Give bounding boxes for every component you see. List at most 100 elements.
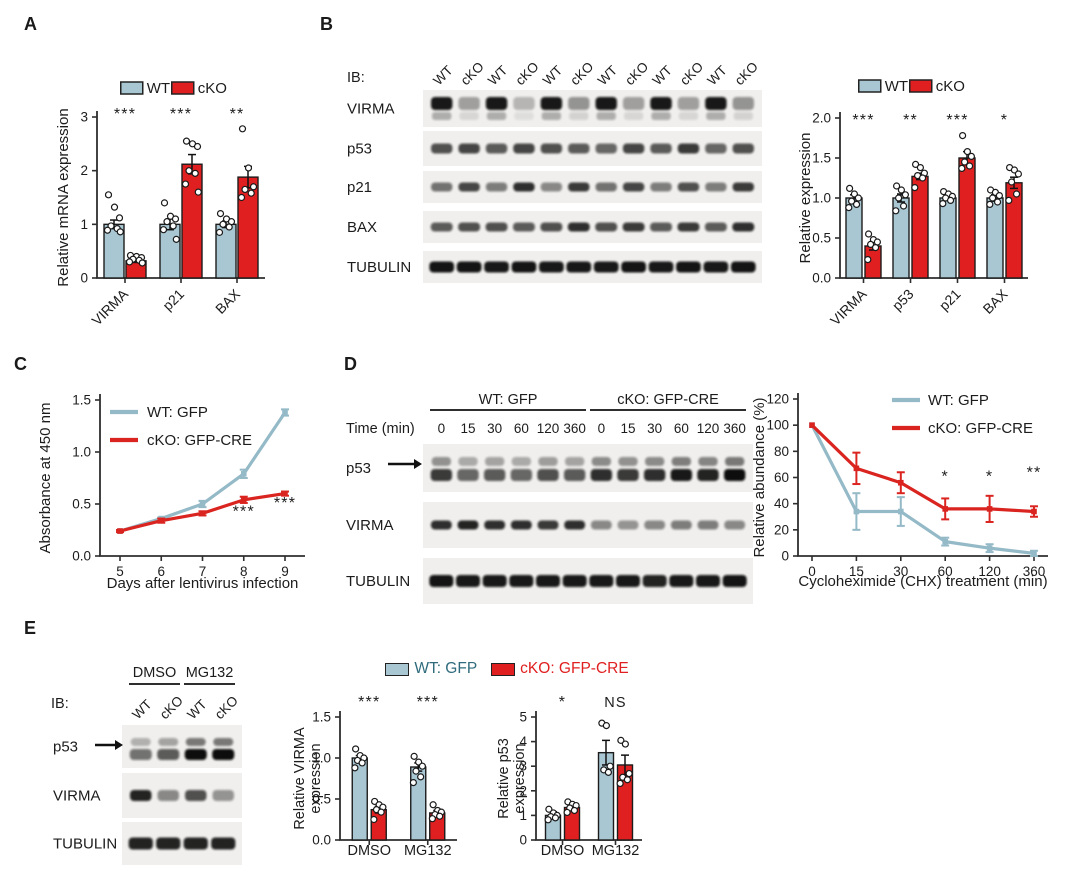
data-point [172, 235, 180, 243]
x-tick-label: 5 [116, 564, 124, 579]
x-tick-label: 0 [808, 564, 816, 579]
blot-band-upper [671, 457, 691, 466]
lane-label: 30 [647, 421, 662, 436]
lane-label: 360 [723, 421, 746, 436]
blot-band [482, 575, 507, 587]
data-marker [282, 409, 288, 416]
significance-mark: * [559, 694, 566, 711]
data-point [623, 776, 632, 784]
data-point [241, 185, 249, 194]
data-point [959, 131, 967, 140]
data-point [899, 202, 908, 210]
data-marker [117, 528, 123, 534]
blot-band [211, 837, 236, 850]
lane-label: WT [129, 697, 154, 722]
lane-label: cKO [732, 59, 761, 88]
panel-e-p53-bar-chart: 0 1 2 3 4 5 Relative p53 expression DMSO * MG132 NS [496, 694, 642, 859]
y-tick-label: 4 [519, 734, 527, 749]
lane-label: cKO [212, 693, 241, 722]
blot-band-smear [706, 112, 726, 120]
blot-band [724, 469, 746, 481]
data-point [911, 160, 920, 169]
group-header: cKO: GFP-CRE [617, 392, 719, 408]
blot-band [590, 520, 612, 530]
blot-band [696, 575, 720, 587]
y-axis-label: Relative expression [797, 133, 814, 264]
significance-mark: *** [170, 106, 192, 123]
y-tick-label: 0.0 [312, 833, 331, 848]
data-point [244, 164, 253, 172]
significance-mark: * [1001, 112, 1008, 129]
lane-label: cKO [157, 693, 186, 722]
category-label: BAX [979, 285, 1011, 317]
data-marker [199, 510, 206, 517]
data-point [409, 779, 417, 787]
data-point [621, 740, 629, 748]
blot-band [129, 749, 152, 760]
blot-band-smear [459, 112, 479, 120]
data-point [181, 180, 190, 188]
y-tick-label: 60 [774, 470, 789, 485]
blot-band-smear [569, 112, 589, 120]
blot-band-smear [596, 112, 616, 120]
y-tick-label: 20 [774, 522, 789, 537]
data-point [1014, 170, 1022, 178]
lane-label: cKO [677, 59, 706, 88]
blot-band [512, 222, 535, 232]
category-label: BAX [212, 285, 244, 317]
data-point [963, 147, 971, 156]
data-point [892, 207, 900, 215]
data-marker [986, 506, 993, 512]
lane-label: WT [485, 63, 510, 88]
blot-band [430, 520, 452, 530]
blot-band [212, 790, 234, 801]
y-axis-label: Relative VIRMA [292, 727, 308, 830]
blot-band-smear [678, 112, 699, 120]
category-label: MG132 [404, 843, 452, 859]
blot-band [485, 97, 508, 110]
blot-band [539, 261, 564, 273]
data-point [871, 244, 880, 252]
lane-label: 15 [460, 421, 475, 436]
x-tick-label: 6 [157, 564, 165, 579]
lane-label: cKO [622, 59, 651, 88]
y-tick-label: 2.0 [812, 111, 831, 126]
data-point [965, 162, 974, 170]
blot-band [564, 520, 586, 530]
significance-mark: ** [1027, 465, 1042, 482]
blot-band [616, 575, 640, 587]
legend-item-wt-gfp: WT: GFP [385, 660, 477, 678]
x-axis-label: Days after lentivirus infection [107, 575, 299, 592]
blot-band [513, 143, 535, 154]
blot-band-upper [565, 457, 585, 466]
blot-band [622, 222, 645, 232]
legend-label: WT: GFP [147, 404, 208, 421]
data-point [125, 258, 134, 266]
blot-band-smear [651, 112, 671, 120]
data-point [606, 762, 614, 770]
data-marker [942, 506, 948, 512]
y-tick-label: 0 [781, 549, 789, 564]
data-point [604, 768, 613, 776]
y-tick-label: 3 [80, 110, 88, 125]
blot-band-upper [485, 457, 505, 466]
data-marker [158, 517, 165, 524]
data-point [1005, 196, 1013, 204]
y-tick-label: 1.0 [812, 191, 831, 206]
blot-band [510, 520, 532, 530]
lane-label: WT [650, 63, 675, 88]
blot-band [595, 222, 618, 232]
data-point [894, 194, 903, 202]
significance-mark: *** [358, 694, 380, 711]
data-point [410, 752, 418, 760]
wt-legend-label: WT: GFP [414, 660, 478, 677]
blot-band-upper [618, 457, 638, 466]
y-axis-label: expression [308, 743, 324, 813]
blot-band-smear [733, 112, 753, 120]
data-point [104, 191, 113, 199]
blot-band [536, 575, 560, 587]
blot-row-label: p53 [346, 460, 371, 477]
blot-band [457, 520, 479, 530]
